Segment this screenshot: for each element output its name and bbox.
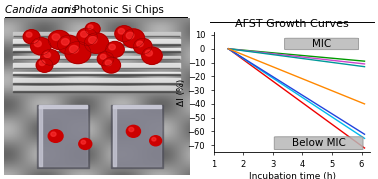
Circle shape: [36, 58, 53, 72]
Circle shape: [65, 42, 91, 64]
Text: MIC: MIC: [312, 39, 331, 49]
Circle shape: [23, 30, 40, 44]
Circle shape: [77, 28, 97, 45]
Circle shape: [126, 32, 134, 39]
Circle shape: [34, 41, 41, 47]
Circle shape: [133, 38, 152, 54]
Circle shape: [70, 45, 79, 53]
Circle shape: [88, 25, 93, 29]
Circle shape: [61, 38, 69, 45]
Circle shape: [97, 52, 114, 66]
Circle shape: [48, 130, 63, 142]
Text: on Photonic Si Chips: on Photonic Si Chips: [54, 5, 164, 15]
Circle shape: [152, 137, 156, 141]
Circle shape: [52, 34, 60, 40]
Circle shape: [100, 54, 106, 59]
Circle shape: [26, 32, 32, 37]
Circle shape: [118, 28, 125, 34]
Circle shape: [39, 61, 45, 66]
Y-axis label: ΔI (%): ΔI (%): [177, 79, 186, 106]
Circle shape: [137, 41, 143, 47]
Circle shape: [145, 50, 152, 56]
Circle shape: [129, 127, 134, 132]
Circle shape: [106, 42, 124, 57]
Circle shape: [88, 37, 97, 44]
Circle shape: [57, 35, 80, 54]
Circle shape: [44, 52, 51, 58]
Circle shape: [102, 57, 121, 73]
Circle shape: [51, 132, 56, 136]
FancyBboxPatch shape: [274, 137, 363, 150]
Text: Candida auris: Candida auris: [5, 5, 76, 15]
Circle shape: [122, 29, 144, 48]
Circle shape: [105, 60, 112, 66]
FancyBboxPatch shape: [285, 38, 359, 50]
Circle shape: [48, 30, 70, 49]
Title: AFST Growth Curves: AFST Growth Curves: [235, 19, 349, 29]
Circle shape: [142, 47, 162, 64]
Circle shape: [81, 31, 88, 37]
Circle shape: [81, 140, 85, 144]
Circle shape: [115, 26, 133, 42]
Circle shape: [84, 33, 108, 53]
Circle shape: [41, 49, 59, 65]
Circle shape: [85, 23, 100, 35]
Text: Below MIC: Below MIC: [292, 138, 345, 148]
Circle shape: [150, 136, 161, 146]
X-axis label: Incubation time (h): Incubation time (h): [248, 172, 336, 179]
Circle shape: [109, 44, 115, 50]
Circle shape: [79, 138, 92, 149]
Circle shape: [31, 38, 51, 55]
Circle shape: [126, 125, 141, 137]
